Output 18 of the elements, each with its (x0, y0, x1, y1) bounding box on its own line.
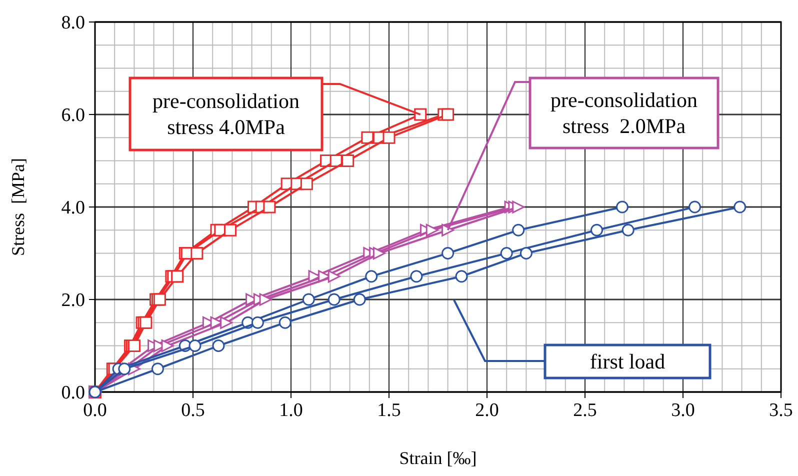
y-tick-label: 2.0 (61, 290, 85, 312)
x-axis-title: Strain [‰] (399, 448, 477, 468)
x-tick-label: 2.5 (573, 400, 597, 421)
y-tick-label: 6.0 (61, 105, 85, 126)
y-tick-label: 4.0 (61, 198, 85, 219)
x-tick-label: 1.5 (377, 400, 401, 421)
x-tick-label: 1.0 (279, 400, 303, 421)
x-tick-label: 2.0 (475, 400, 499, 421)
x-tick-label: 0.0 (83, 400, 107, 421)
y-tick-label: 0.0 (61, 382, 85, 404)
x-tick-label: 3.0 (671, 400, 695, 421)
y-axis-title: Stress [MPa] (8, 158, 28, 256)
annotation: pre-consolidation stress 4.0MPa (152, 89, 300, 139)
y-tick-label: 8.0 (61, 12, 85, 34)
x-tick-label: 3.5 (769, 400, 793, 421)
annotation: first load (590, 350, 666, 374)
x-tick-label: 0.5 (181, 400, 205, 421)
annotation: pre-consolidation stress 2.0MPa (550, 88, 698, 138)
